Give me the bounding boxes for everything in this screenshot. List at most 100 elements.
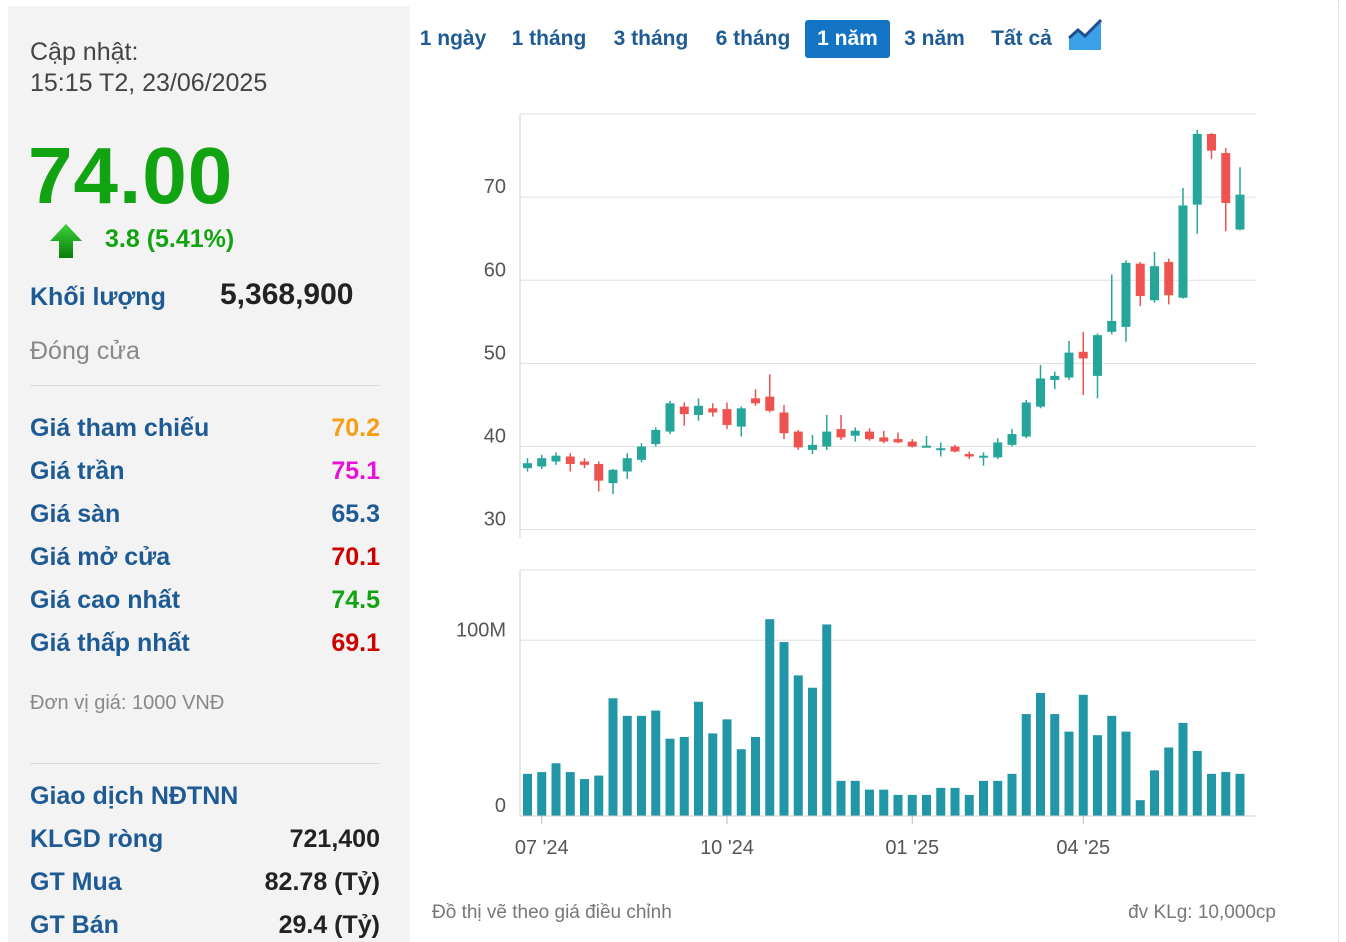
volume-bar: [665, 738, 675, 816]
candle-body: [637, 446, 646, 460]
candle-body: [708, 408, 718, 413]
candle-body: [523, 463, 532, 469]
price-tick-label: 30: [484, 509, 506, 531]
tab-3-years[interactable]: 3 năm: [904, 27, 965, 50]
candle-body: [1078, 351, 1088, 359]
candle-body: [1036, 378, 1045, 407]
candle-body: [765, 396, 775, 411]
volume-bar: [979, 780, 988, 816]
volume-bar: [1036, 693, 1045, 816]
stat-value: 74.5: [331, 586, 380, 614]
stat-label: Giá tham chiếu: [30, 414, 210, 442]
stat-label: Giá sàn: [30, 500, 121, 528]
tab-1-year[interactable]: 1 năm: [805, 20, 890, 58]
stat-value: 69.1: [331, 629, 380, 657]
area-chart-icon[interactable]: [1068, 19, 1102, 51]
stat-label: Giá mở cửa: [30, 543, 171, 571]
candle-body: [836, 429, 846, 438]
volume-bar: [964, 794, 974, 816]
candle-body: [865, 431, 874, 440]
x-tick-label: 04 '25: [1056, 837, 1110, 859]
volume-bar: [765, 619, 775, 816]
candle-body: [1164, 261, 1174, 296]
volume-bar: [1235, 773, 1245, 816]
stat-value: 75.1: [331, 457, 380, 485]
chart-gridlines: [520, 113, 1256, 641]
volume-bar: [523, 773, 532, 816]
volume-bar: [1221, 772, 1231, 816]
volume-bar: [1192, 750, 1202, 816]
candle-body: [936, 448, 946, 451]
candle-body: [850, 430, 860, 436]
volume-bar: [922, 794, 931, 816]
updated-time: 15:15 T2, 23/06/2025: [30, 69, 268, 97]
candle-body: [651, 429, 661, 445]
volume-bar: [822, 624, 832, 816]
tab-all[interactable]: Tất cả: [991, 27, 1052, 50]
net-volume-label: KLGD ròng: [30, 825, 164, 853]
arrow-up-icon: [50, 224, 82, 258]
volume-unit-note: đv KLg: 10,000cp: [1128, 902, 1276, 923]
volume-bar: [679, 736, 689, 816]
tab-1-month[interactable]: 1 tháng: [511, 27, 587, 50]
candle-body: [608, 469, 618, 484]
stat-value: 65.3: [331, 500, 380, 528]
chart-footnote: Đồ thị vẽ theo giá điều chỉnh: [432, 902, 672, 923]
panel-edge: [1338, 0, 1339, 942]
candle-body: [1150, 266, 1159, 301]
candle-body: [950, 446, 960, 452]
candle-body: [594, 464, 604, 481]
sell-value: 29.4 (Tỷ): [278, 911, 380, 939]
candle-body: [1007, 434, 1017, 445]
volume-bar: [793, 675, 803, 816]
candle-body: [979, 455, 988, 458]
candle-body: [751, 398, 760, 404]
volume-value: 5,368,900: [220, 278, 354, 311]
candle-body: [922, 445, 931, 448]
volume-bar: [694, 701, 703, 816]
candle-body: [993, 442, 1003, 458]
tab-6-months[interactable]: 6 tháng: [715, 27, 791, 50]
buy-value-label: GT Mua: [30, 868, 122, 896]
buy-value: 82.78 (Tỷ): [264, 868, 380, 896]
candle-body: [1064, 352, 1074, 378]
candle-body: [893, 439, 903, 443]
volume-bar: [1207, 773, 1216, 816]
volume-bar: [1107, 715, 1117, 816]
volume-bar: [893, 794, 903, 816]
candle-body: [1178, 205, 1188, 298]
volume-bar: [1178, 722, 1188, 816]
stat-value: 70.1: [331, 543, 380, 571]
quote-panel: Cập nhật: 15:15 T2, 23/06/2025 74.00 3.8…: [8, 6, 410, 942]
candle-body: [1221, 153, 1231, 203]
volume-bar: [850, 780, 860, 816]
candle-body: [679, 406, 689, 415]
volume-bar: [1007, 773, 1017, 816]
volume-bar: [936, 787, 946, 816]
candle-body: [1192, 133, 1202, 205]
candle-body: [907, 441, 917, 447]
volume-bar: [1135, 800, 1145, 816]
tab-3-months[interactable]: 3 tháng: [613, 27, 689, 50]
candle-body: [1235, 194, 1245, 230]
price-tick-label: 70: [484, 176, 506, 198]
candle-body: [736, 408, 746, 427]
chart-axes: 30 40 50 60 70 0 100M 07 '24 10 '24 01 '25 04 '25: [456, 114, 1256, 859]
volume-bar: [637, 715, 646, 816]
stock-chart: 30 40 50 60 70 0 100M 07 '24 10 '24 01 '25 04 '25: [456, 113, 1256, 859]
volume-bar: [608, 698, 618, 816]
tab-1-day[interactable]: 1 ngày: [419, 27, 487, 50]
divider: [30, 763, 380, 764]
volume-bar: [879, 789, 889, 816]
candle-body: [551, 455, 561, 462]
volume-bar: [651, 710, 661, 816]
volume-bar: [722, 719, 732, 816]
volume-bar: [779, 642, 789, 816]
stat-label: Giá trần: [30, 457, 125, 485]
volume-bar: [907, 794, 917, 816]
price-change: 3.8 (5.41%): [105, 225, 235, 253]
candlestick-series: [523, 129, 1245, 494]
volume-bar: [808, 687, 817, 816]
x-tick-label: 01 '25: [885, 837, 939, 859]
candle-body: [822, 431, 832, 447]
